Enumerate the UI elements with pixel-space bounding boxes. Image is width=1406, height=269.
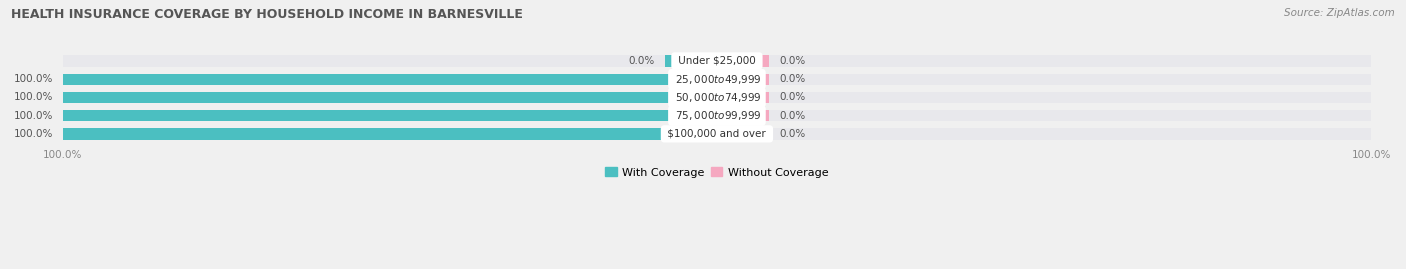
Bar	[62, 73, 717, 85]
Bar	[62, 55, 717, 66]
Bar	[62, 73, 717, 85]
Text: Under $25,000: Under $25,000	[675, 56, 759, 66]
Text: 0.0%: 0.0%	[779, 56, 806, 66]
Text: 100.0%: 100.0%	[13, 92, 53, 102]
Text: HEALTH INSURANCE COVERAGE BY HOUSEHOLD INCOME IN BARNESVILLE: HEALTH INSURANCE COVERAGE BY HOUSEHOLD I…	[11, 8, 523, 21]
Bar	[717, 110, 769, 121]
Text: 0.0%: 0.0%	[628, 56, 655, 66]
Bar	[62, 128, 717, 140]
Text: $25,000 to $49,999: $25,000 to $49,999	[672, 73, 762, 86]
Text: $75,000 to $99,999: $75,000 to $99,999	[672, 109, 762, 122]
Legend: With Coverage, Without Coverage: With Coverage, Without Coverage	[600, 163, 832, 182]
Text: Source: ZipAtlas.com: Source: ZipAtlas.com	[1284, 8, 1395, 18]
Bar	[717, 92, 1371, 103]
Text: 0.0%: 0.0%	[779, 92, 806, 102]
Bar	[62, 92, 717, 103]
Bar	[717, 128, 769, 140]
Text: 0.0%: 0.0%	[779, 111, 806, 121]
Bar	[717, 55, 1371, 66]
Bar	[717, 73, 769, 85]
Bar	[717, 128, 1371, 140]
Bar	[717, 73, 1371, 85]
Bar	[717, 55, 769, 66]
Bar	[62, 110, 717, 121]
Text: 100.0%: 100.0%	[13, 129, 53, 139]
Bar	[62, 110, 717, 121]
Text: 100.0%: 100.0%	[13, 111, 53, 121]
Text: $100,000 and over: $100,000 and over	[665, 129, 769, 139]
Text: 0.0%: 0.0%	[779, 129, 806, 139]
Text: $50,000 to $74,999: $50,000 to $74,999	[672, 91, 762, 104]
Bar	[717, 110, 1371, 121]
Bar	[62, 128, 717, 140]
Bar	[62, 92, 717, 103]
Bar	[717, 92, 769, 103]
Bar	[665, 55, 717, 66]
Text: 0.0%: 0.0%	[779, 74, 806, 84]
Text: 100.0%: 100.0%	[13, 74, 53, 84]
